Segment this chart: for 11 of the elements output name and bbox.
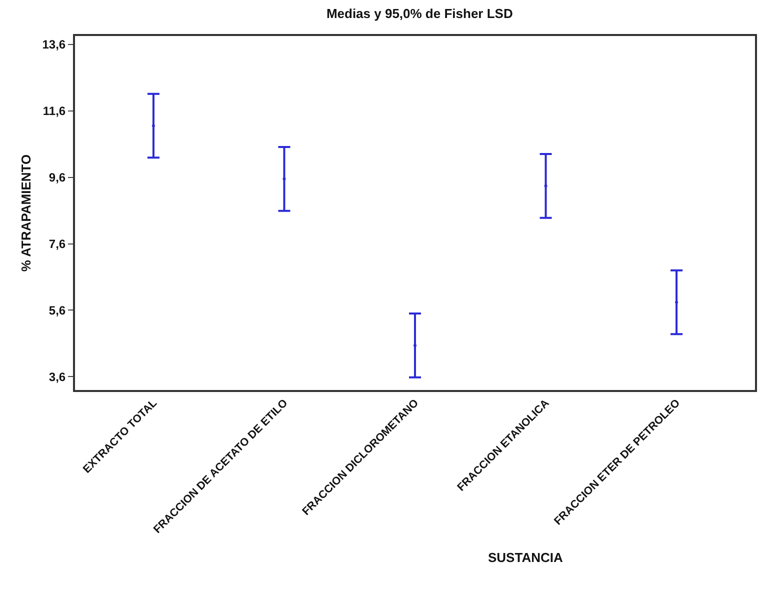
y-tick-label: 13,6	[42, 38, 66, 52]
y-tick-label: 11,6	[42, 104, 66, 118]
y-tick-label: 5,6	[48, 303, 66, 318]
point	[544, 184, 548, 188]
point	[282, 177, 286, 180]
chart-title: Medias y 95,0% de Fisher LSD	[326, 6, 513, 22]
x-axis-title: SUSTANCIA	[488, 550, 564, 565]
y-tick-label: 7,6	[48, 236, 66, 251]
y-tick-label: 3,6	[48, 370, 66, 384]
y-tick-label: 9,6	[48, 170, 66, 184]
y-axis-title: % ATRAPAMIENTO	[18, 154, 34, 272]
